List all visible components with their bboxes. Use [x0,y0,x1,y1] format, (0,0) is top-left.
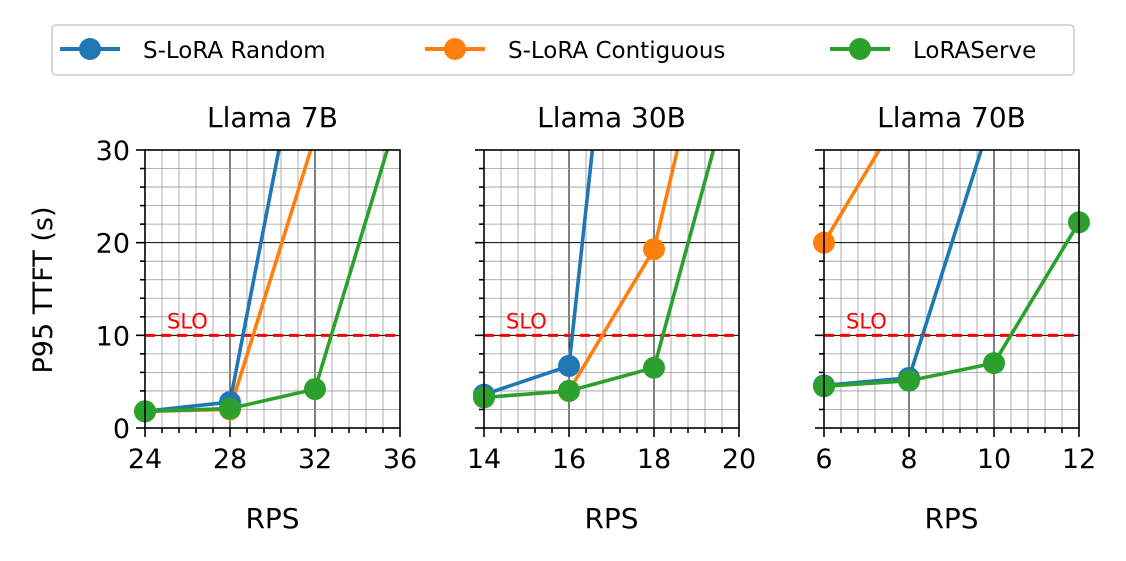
series-line-2 [145,150,389,414]
legend-frame [51,24,1075,76]
x-tick-label: 28 [213,444,247,475]
chart-panel-2: SLO 6 8 10 12 Llama 70B RPS [813,101,1096,535]
x-tick-label: 20 [722,444,756,475]
series-line-1 [567,150,680,392]
x-tick-label: 12 [1062,444,1096,475]
x-tick-label: 32 [298,444,332,475]
x-axis-label: RPS [584,502,638,535]
legend-label: S-LoRA Random [143,38,326,64]
data-point-2-2 [983,352,1005,375]
x-tick-label: 36 [383,444,417,475]
y-axis-label: P95 TTFT (s) [28,207,59,374]
slo-label: SLO [506,309,547,333]
x-tick-label: 16 [552,444,586,475]
legend-label: S-LoRA Contiguous [508,38,725,64]
y-tick-label: 10 [96,321,130,352]
data-point-2-1 [219,397,241,420]
x-axis-label: RPS [924,502,978,535]
data-point-2-2 [304,378,326,401]
grid [145,150,400,428]
panel-title: Llama 30B [537,101,686,134]
series-line-1 [824,150,881,244]
axes-frame [823,149,1080,429]
y-tick-label: 30 [96,136,130,167]
chart-panel-1: SLO 14 16 18 20 Llama 30B RPS [467,101,756,535]
panel-title: Llama 70B [877,101,1026,134]
legend-marker-1 [444,38,466,60]
data-point-1-1 [643,238,665,261]
chart-panel-0: SLO 24 28 32 36 0 10 20 30 Llama 7B RPS [96,101,418,535]
y-tick-label: 0 [113,414,130,445]
series-group [824,150,1079,389]
series-line-0 [824,150,983,388]
series-line-2 [484,150,716,400]
ticks [136,149,401,437]
x-tick-label: 10 [977,444,1011,475]
x-tick-label: 14 [467,444,501,475]
x-tick-label: 6 [815,444,832,475]
legend-marker-0 [79,38,101,60]
data-point-0-1 [558,354,580,377]
legend: S-LoRA Random S-LoRA Contiguous LoRAServe [51,24,1075,76]
series-line-2 [824,221,1079,389]
x-tick-label: 8 [900,444,917,475]
ticks [815,149,1080,437]
slo-label: SLO [167,309,208,333]
x-tick-label: 24 [128,444,162,475]
legend-marker-2 [849,38,871,60]
panels: SLO 24 28 32 36 0 10 20 30 Llama 7B RPS SLO 14 16 18 20… [96,101,1097,535]
data-point-2-2 [643,356,665,379]
legend-label: LoRAServe [913,38,1036,64]
ticks [475,149,740,437]
data-point-2-1 [558,379,580,402]
y-tick-label: 20 [96,229,130,260]
data-point-2-1 [898,369,920,392]
slo-label: SLO [846,309,887,333]
x-tick-label: 18 [637,444,671,475]
panel-title: Llama 7B [207,101,338,134]
axes-frame [144,149,401,429]
markers-group [134,378,326,423]
axes-frame [483,149,740,429]
x-axis-label: RPS [245,502,299,535]
